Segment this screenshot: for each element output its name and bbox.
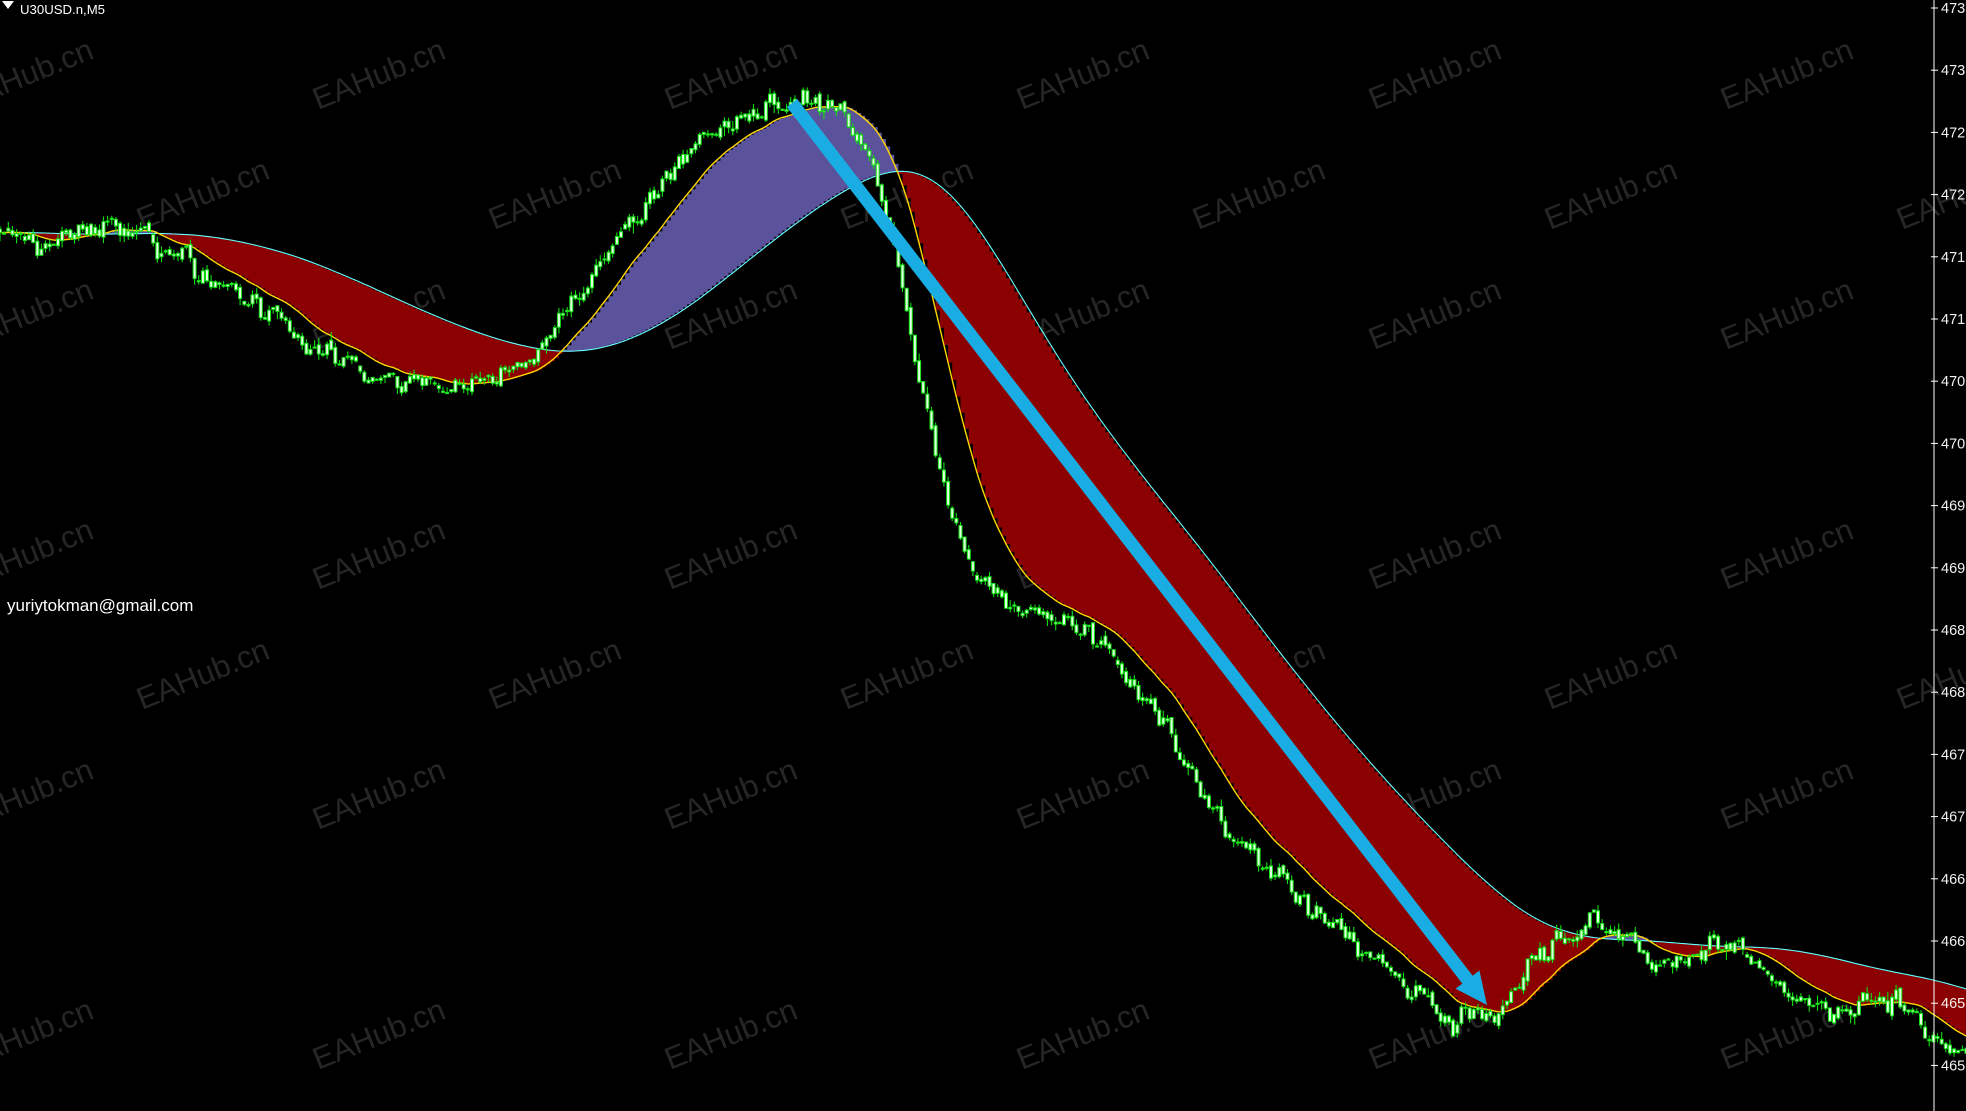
svg-text:467.4: 467.4 [1941, 810, 1966, 826]
svg-text:468.4: 468.4 [1941, 685, 1966, 701]
svg-text:469.4: 469.4 [1941, 561, 1966, 577]
svg-text:472.9: 472.9 [1941, 125, 1966, 141]
svg-text:473.4: 473.4 [1941, 63, 1966, 79]
svg-text:468.9: 468.9 [1941, 623, 1966, 639]
svg-text:469.9: 469.9 [1941, 499, 1966, 515]
svg-text:465.9: 465.9 [1941, 996, 1966, 1012]
svg-text:471.4: 471.4 [1941, 312, 1966, 328]
svg-text:472.4: 472.4 [1941, 188, 1966, 204]
svg-text:470.9: 470.9 [1941, 374, 1966, 390]
svg-text:473.9: 473.9 [1941, 1, 1966, 17]
svg-text:471.9: 471.9 [1941, 250, 1966, 266]
svg-text:U30USD.n,M5: U30USD.n,M5 [20, 2, 105, 17]
svg-text:465.4: 465.4 [1941, 1058, 1966, 1074]
svg-text:466.4: 466.4 [1941, 934, 1966, 950]
svg-text:470.4: 470.4 [1941, 436, 1966, 452]
svg-text:yuriytokman@gmail.com: yuriytokman@gmail.com [7, 596, 193, 615]
svg-text:467.9: 467.9 [1941, 747, 1966, 763]
svg-text:466.9: 466.9 [1941, 872, 1966, 888]
